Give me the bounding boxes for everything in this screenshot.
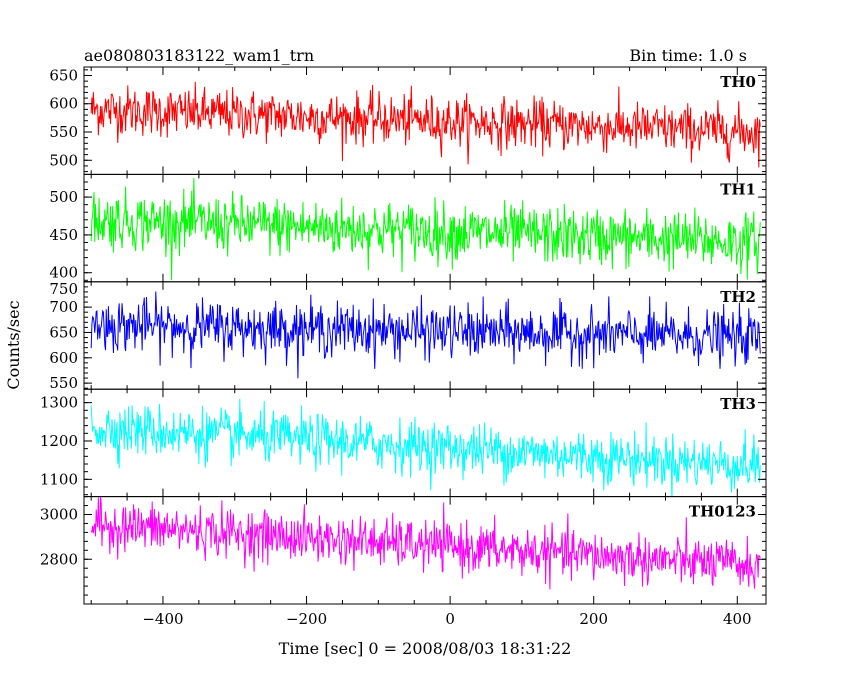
y-tick-label: 650 [49,323,78,341]
series-line-th2 [90,291,761,379]
panel-frame [83,281,767,390]
y-tick-label: 1100 [40,470,78,488]
y-tick-label: 600 [49,95,78,113]
bin-time-label: Bin time: 1.0 s [629,46,747,65]
y-tick-label: 3000 [40,506,78,524]
y-tick-label: 500 [49,151,78,169]
y-tick-label: 500 [49,188,78,206]
panel-label-th2: TH2 [720,288,756,306]
panel-label-th0123: TH0123 [689,503,756,521]
y-tick-label: 550 [49,123,78,141]
series-line-th3 [90,398,761,497]
y-tick-label: 1300 [40,394,78,412]
panels-group: 500 550 600 650 TH0 400 450 500 TH1 550 600 650 7007… [40,66,767,605]
x-tick-label: −200 [286,610,327,628]
y-tick-label: 400 [49,264,78,282]
panel-th3: 1100 1200 1300 TH3 [40,388,767,498]
y-tick-label: 600 [49,349,78,367]
panel-label-th1: TH1 [720,180,756,198]
y-tick-label: 2800 [40,550,78,568]
y-tick-label: 750 [49,280,78,298]
panel-th0: 500 550 600 650 TH0 [49,66,767,175]
series-line-th0 [90,81,761,168]
y-axis-label: Counts/sec [4,300,23,389]
panel-label-th3: TH3 [720,395,756,413]
panel-th1: 400 450 500 TH1 [49,173,767,283]
x-tick-label: −400 [142,610,183,628]
x-axis: −400 −200 0 200 400 [142,610,751,628]
panel-label-th0: TH0 [720,73,756,91]
y-tick-label: 700 [49,298,78,316]
x-tick-label: 0 [445,610,455,628]
chart-title: ae080803183122_wam1_trn [84,46,314,65]
y-tick-label: 550 [49,374,78,392]
y-tick-label: 1200 [40,432,78,450]
series-line-th1 [90,177,761,281]
panel-th0123: 2800 3000 TH0123 [40,496,767,605]
x-tick-label: 200 [579,610,608,628]
y-tick-label: 450 [49,226,78,244]
x-tick-label: 400 [723,610,752,628]
series-line-th0123 [90,496,761,590]
x-axis-label: Time [sec] 0 = 2008/08/03 18:31:22 [279,639,572,658]
y-tick-label: 650 [49,66,78,84]
